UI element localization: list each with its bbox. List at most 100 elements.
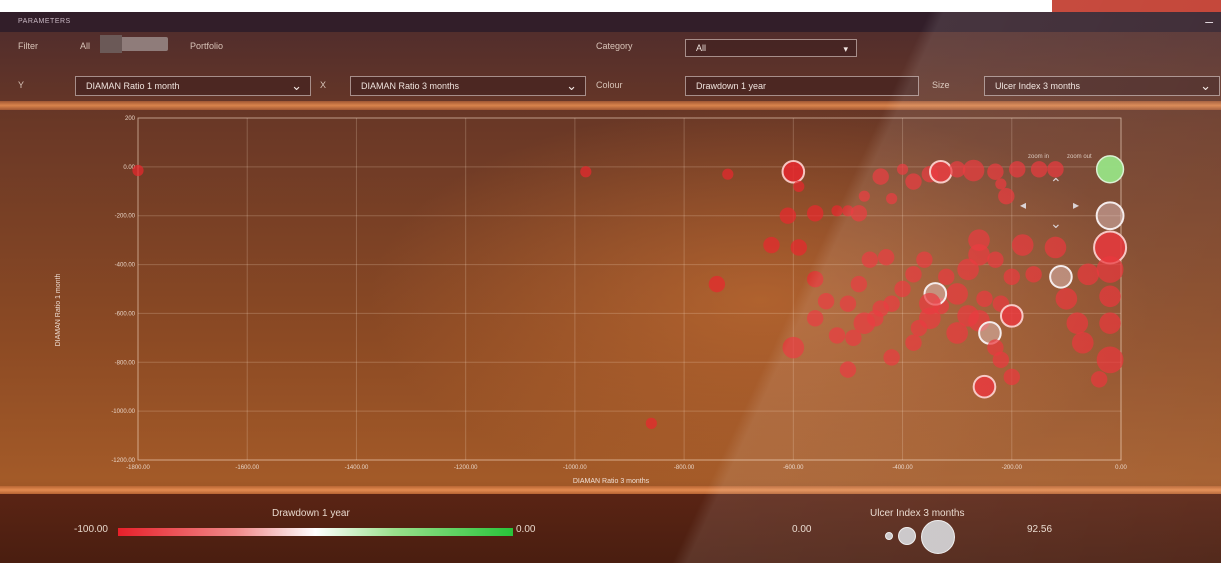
scatter-point[interactable] <box>877 249 895 266</box>
scatter-point[interactable] <box>894 280 911 298</box>
colour-label: Colour <box>596 80 623 90</box>
scatter-point[interactable] <box>806 205 824 222</box>
scatter-point[interactable] <box>1044 236 1067 259</box>
scatter-point[interactable] <box>905 173 922 190</box>
scatter-point[interactable] <box>781 159 806 184</box>
minimize-icon[interactable]: – <box>1205 13 1213 29</box>
scatter-point[interactable] <box>782 336 805 359</box>
scatter-point[interactable] <box>806 271 824 288</box>
scatter-point[interactable] <box>850 275 868 293</box>
scatter-point[interactable] <box>938 268 955 285</box>
x-tick-label: -1200.00 <box>454 465 478 471</box>
scatter-point[interactable] <box>1025 266 1042 283</box>
scatter-point[interactable] <box>132 164 144 177</box>
scatter-point[interactable] <box>806 310 824 327</box>
scatter-point[interactable] <box>793 180 805 192</box>
size-legend-large <box>921 520 955 554</box>
scatter-point[interactable] <box>839 361 857 378</box>
scatter-point[interactable] <box>987 163 1004 180</box>
scatter-point[interactable] <box>987 251 1004 268</box>
scatter-point[interactable] <box>987 339 1004 356</box>
scatter-point[interactable] <box>1095 155 1125 184</box>
scatter-point[interactable] <box>779 207 797 224</box>
filter-option-all[interactable]: All <box>80 41 91 51</box>
scatter-point[interactable] <box>1096 256 1124 283</box>
scatter-point[interactable] <box>1011 234 1034 256</box>
scatter-point[interactable] <box>828 327 846 344</box>
scatter-point[interactable] <box>995 178 1007 190</box>
scatter-point[interactable] <box>910 319 928 337</box>
scatter-point[interactable] <box>1066 312 1089 334</box>
scatter-point[interactable] <box>968 309 990 332</box>
scatter-point[interactable] <box>905 334 922 351</box>
scatter-point[interactable] <box>763 236 780 254</box>
scatter-point[interactable] <box>992 351 1010 369</box>
scatter-point[interactable] <box>972 374 997 399</box>
category-select[interactable]: All ▾ <box>685 39 857 57</box>
scatter-point[interactable] <box>722 168 734 180</box>
scatter-point[interactable] <box>1096 346 1124 374</box>
scatter-point[interactable] <box>946 322 968 344</box>
scatter-point[interactable] <box>916 251 933 268</box>
scatter-point[interactable] <box>905 266 922 283</box>
colour-select[interactable]: Drawdown 1 year <box>685 76 919 96</box>
scatter-point[interactable] <box>928 159 953 184</box>
scatter-point[interactable] <box>708 275 726 293</box>
scatter-point[interactable] <box>886 193 898 205</box>
scatter-point[interactable] <box>957 258 979 281</box>
scatter-point[interactable] <box>1030 161 1048 178</box>
scatter-point[interactable] <box>1077 263 1100 286</box>
scatter-point[interactable] <box>850 205 868 222</box>
scatter-point[interactable] <box>948 161 966 178</box>
parameters-title: PARAMETERS <box>18 18 71 25</box>
pan-right-icon[interactable]: ▸ <box>1073 198 1079 212</box>
scatter-point[interactable] <box>1099 312 1121 334</box>
scatter-point[interactable] <box>858 190 870 202</box>
pan-down-icon[interactable]: ⌄ <box>1050 216 1062 232</box>
scatter-point[interactable] <box>999 304 1024 328</box>
scatter-point[interactable] <box>861 251 878 268</box>
scatter-point[interactable] <box>831 205 843 217</box>
x-tick-label: -200.00 <box>1002 465 1023 471</box>
scatter-point[interactable] <box>839 295 857 312</box>
scatter-point[interactable] <box>790 239 807 256</box>
scatter-point[interactable] <box>1055 287 1078 310</box>
scatter-point[interactable] <box>1047 161 1064 178</box>
x-tick-label: -1000.00 <box>563 465 587 471</box>
pan-left-icon[interactable]: ◂ <box>1020 198 1026 212</box>
scatter-point[interactable] <box>645 417 657 429</box>
scatter-point[interactable] <box>976 290 993 307</box>
size-select[interactable]: Ulcer Index 3 months ⌄ <box>984 76 1220 96</box>
filter-toggle[interactable] <box>100 35 168 53</box>
scatter-point[interactable] <box>919 292 941 315</box>
scatter-point[interactable] <box>946 283 968 305</box>
scatter-point[interactable] <box>1090 371 1108 388</box>
y-axis-select[interactable]: DIAMAN Ratio 1 month ⌄ <box>75 76 311 96</box>
pan-up-icon[interactable]: ⌃ <box>1050 176 1062 192</box>
scatter-point[interactable] <box>817 293 835 310</box>
scatter-point[interactable] <box>1099 285 1121 308</box>
chevron-down-icon: ⌄ <box>1200 78 1211 93</box>
scatter-point[interactable] <box>896 163 909 175</box>
scatter-point[interactable] <box>845 329 862 347</box>
parameters-bar[interactable]: PARAMETERS – <box>0 12 1221 32</box>
scatter-point[interactable] <box>580 166 592 178</box>
toggle-knob[interactable] <box>100 35 122 53</box>
scatter-point[interactable] <box>1003 368 1020 386</box>
scatter-point[interactable] <box>1003 268 1020 285</box>
zoom-out-label[interactable]: zoom out <box>1067 154 1092 160</box>
scatter-point[interactable] <box>853 312 876 334</box>
scatter-point[interactable] <box>962 159 985 182</box>
zoom-in-label[interactable]: zoom in <box>1028 154 1049 160</box>
scatter-point[interactable] <box>1095 201 1125 231</box>
x-axis-select[interactable]: DIAMAN Ratio 3 months ⌄ <box>350 76 586 96</box>
scatter-point[interactable] <box>1071 331 1094 354</box>
scatter-point[interactable] <box>883 349 900 366</box>
scatter-chart[interactable]: 200 0.00 -200.00 -400.00 -600.00 -800.00 -1000… <box>0 110 1221 486</box>
chevron-down-icon: ▾ <box>843 44 848 54</box>
filter-option-portfolio[interactable]: Portfolio <box>190 41 224 51</box>
scatter-point[interactable] <box>998 187 1015 205</box>
scatter-point[interactable] <box>1049 264 1073 289</box>
scatter-point[interactable] <box>1009 161 1026 178</box>
scatter-point[interactable] <box>872 168 889 185</box>
